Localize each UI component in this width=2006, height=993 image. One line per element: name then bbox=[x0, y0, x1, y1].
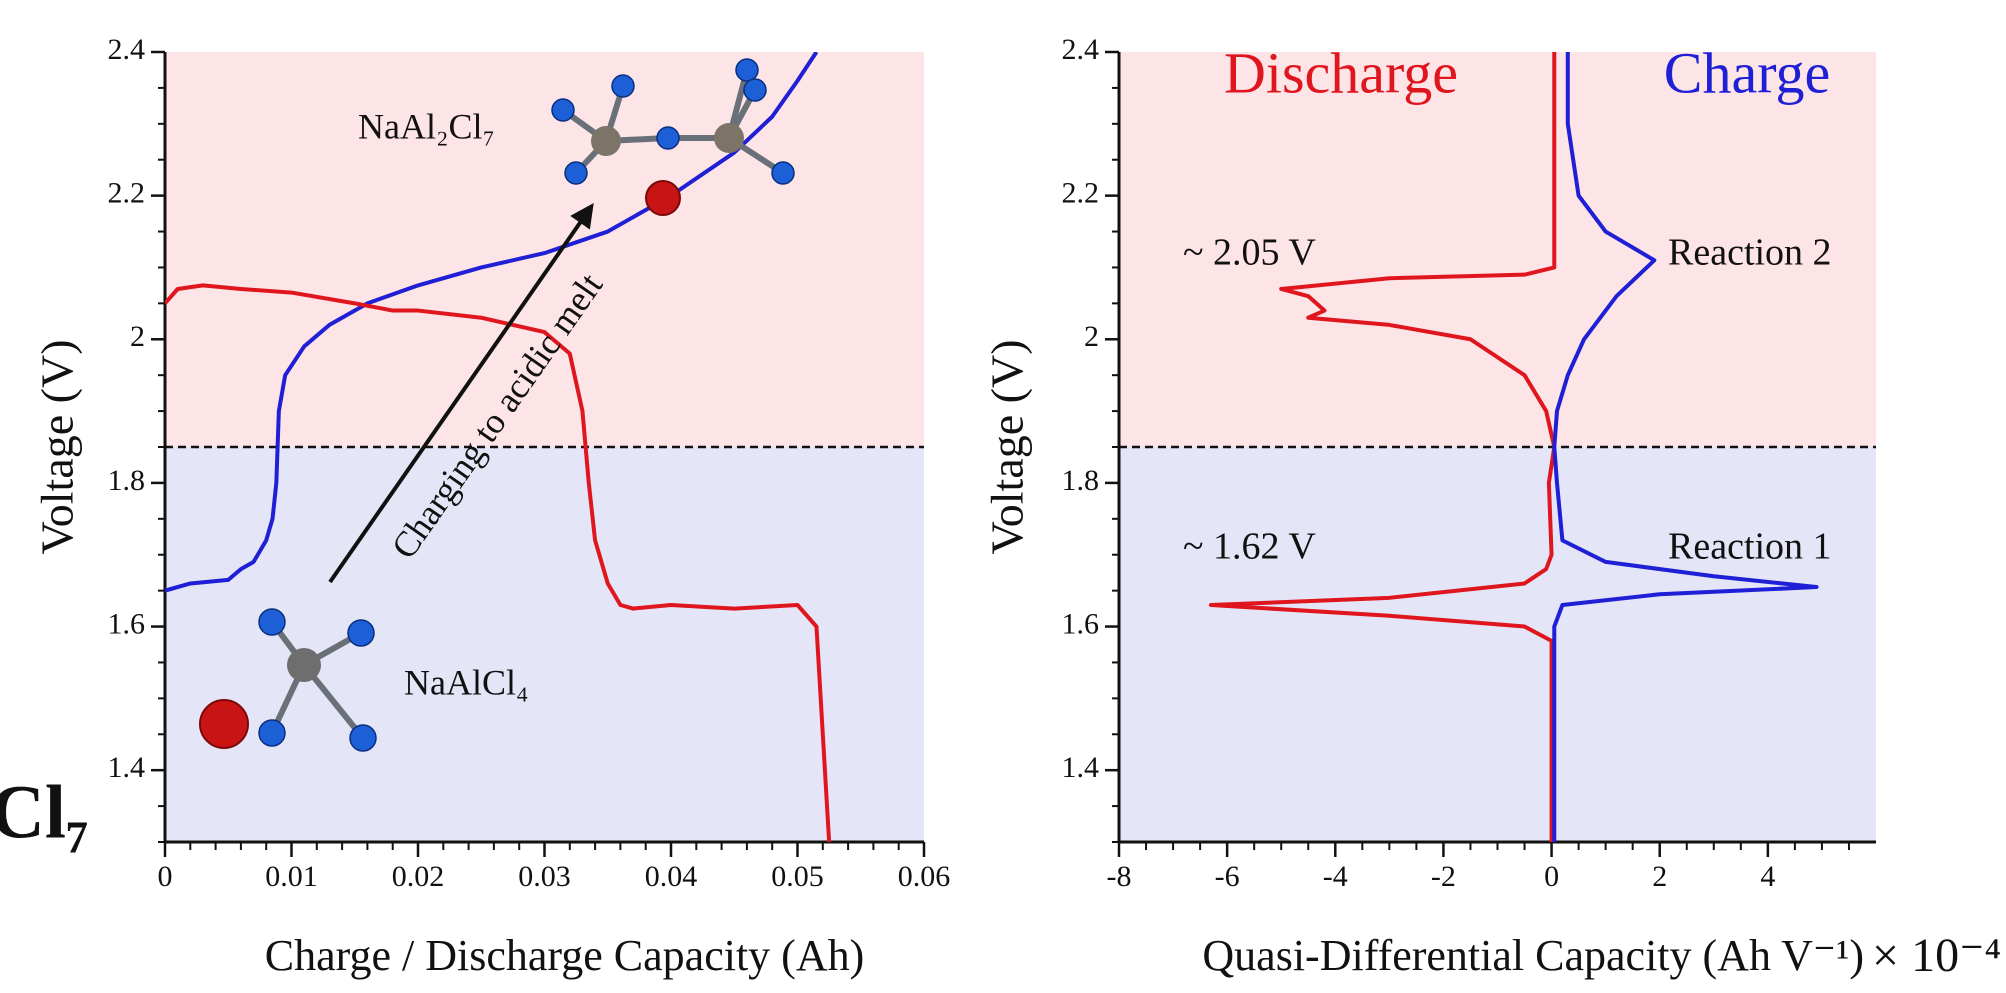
y-tick-label: 2.4 bbox=[1062, 33, 1100, 66]
y-tick-label: 1.6 bbox=[1062, 607, 1100, 640]
x-tick-label: 0 bbox=[1544, 860, 1559, 893]
data-line bbox=[1208, 52, 1557, 842]
x-tick-label: 0.03 bbox=[518, 860, 571, 893]
annotation: Reaction 1 bbox=[1668, 526, 1832, 568]
x-tick-label: 0.06 bbox=[898, 860, 951, 893]
series-label: Discharge bbox=[1224, 40, 1458, 105]
upper-region bbox=[1119, 52, 1876, 447]
series-group bbox=[1208, 52, 1819, 842]
y-tick-label: 1.4 bbox=[1062, 751, 1100, 784]
x-tick-label: -8 bbox=[1107, 860, 1132, 893]
series-label: Charge bbox=[1664, 40, 1830, 105]
data-line bbox=[165, 52, 819, 593]
molecule-illustrations bbox=[199, 58, 795, 752]
y-tick-label: 1.4 bbox=[108, 751, 146, 784]
y-tick-label: 2 bbox=[1084, 320, 1099, 353]
annotation: ~ 1.62 V bbox=[1183, 526, 1316, 568]
data-line bbox=[1552, 52, 1819, 842]
y-tick-label: 1.6 bbox=[108, 607, 146, 640]
data-line bbox=[165, 283, 832, 842]
x-axis-label: Quasi-Differential Capacity (Ah V⁻¹) bbox=[1202, 931, 1864, 980]
x-tick-label: 0.05 bbox=[771, 860, 824, 893]
series-group bbox=[165, 52, 832, 842]
y-tick-label: 2.4 bbox=[108, 33, 146, 66]
annotation: Cl₇ bbox=[0, 770, 89, 854]
y-tick-label: 2.2 bbox=[108, 177, 146, 210]
x-tick-label: 0.02 bbox=[392, 860, 445, 893]
y-tick-label: 2.2 bbox=[1062, 177, 1100, 210]
y-tick-label: 2 bbox=[130, 320, 145, 353]
x-tick-label: 4 bbox=[1760, 860, 1775, 893]
x-tick-label: -4 bbox=[1323, 860, 1348, 893]
x-tick-label: 0.01 bbox=[265, 860, 318, 893]
lower-region bbox=[165, 447, 924, 842]
y-axis-label: Voltage (V) bbox=[32, 339, 83, 554]
x-tick-label: 2 bbox=[1652, 860, 1667, 893]
annotation: NaAlCl₄ bbox=[404, 662, 529, 702]
x-axis-label: Charge / Discharge Capacity (Ah) bbox=[265, 931, 865, 980]
y-axis-label: Voltage (V) bbox=[982, 339, 1033, 554]
lower-region bbox=[1119, 447, 1876, 842]
upper-region bbox=[165, 52, 924, 447]
arrow bbox=[328, 203, 594, 584]
x-tick-label: -6 bbox=[1215, 860, 1240, 893]
x-tick-label: 0.04 bbox=[645, 860, 698, 893]
chart-content bbox=[151, 50, 1876, 857]
annotation: NaAl₂Cl₇ bbox=[358, 106, 495, 146]
backgrounds bbox=[165, 52, 1876, 842]
y-tick-label: 1.8 bbox=[108, 464, 146, 497]
atoms bbox=[199, 58, 795, 752]
annotation: Reaction 2 bbox=[1668, 232, 1832, 274]
y-tick-label: 1.8 bbox=[1062, 464, 1100, 497]
x-tick-label: 0 bbox=[158, 860, 173, 893]
annotation: ~ 2.05 V bbox=[1183, 232, 1316, 274]
x-tick-label: -2 bbox=[1431, 860, 1456, 893]
x-axis-multiplier: × 10⁻⁴ bbox=[1872, 929, 2001, 982]
